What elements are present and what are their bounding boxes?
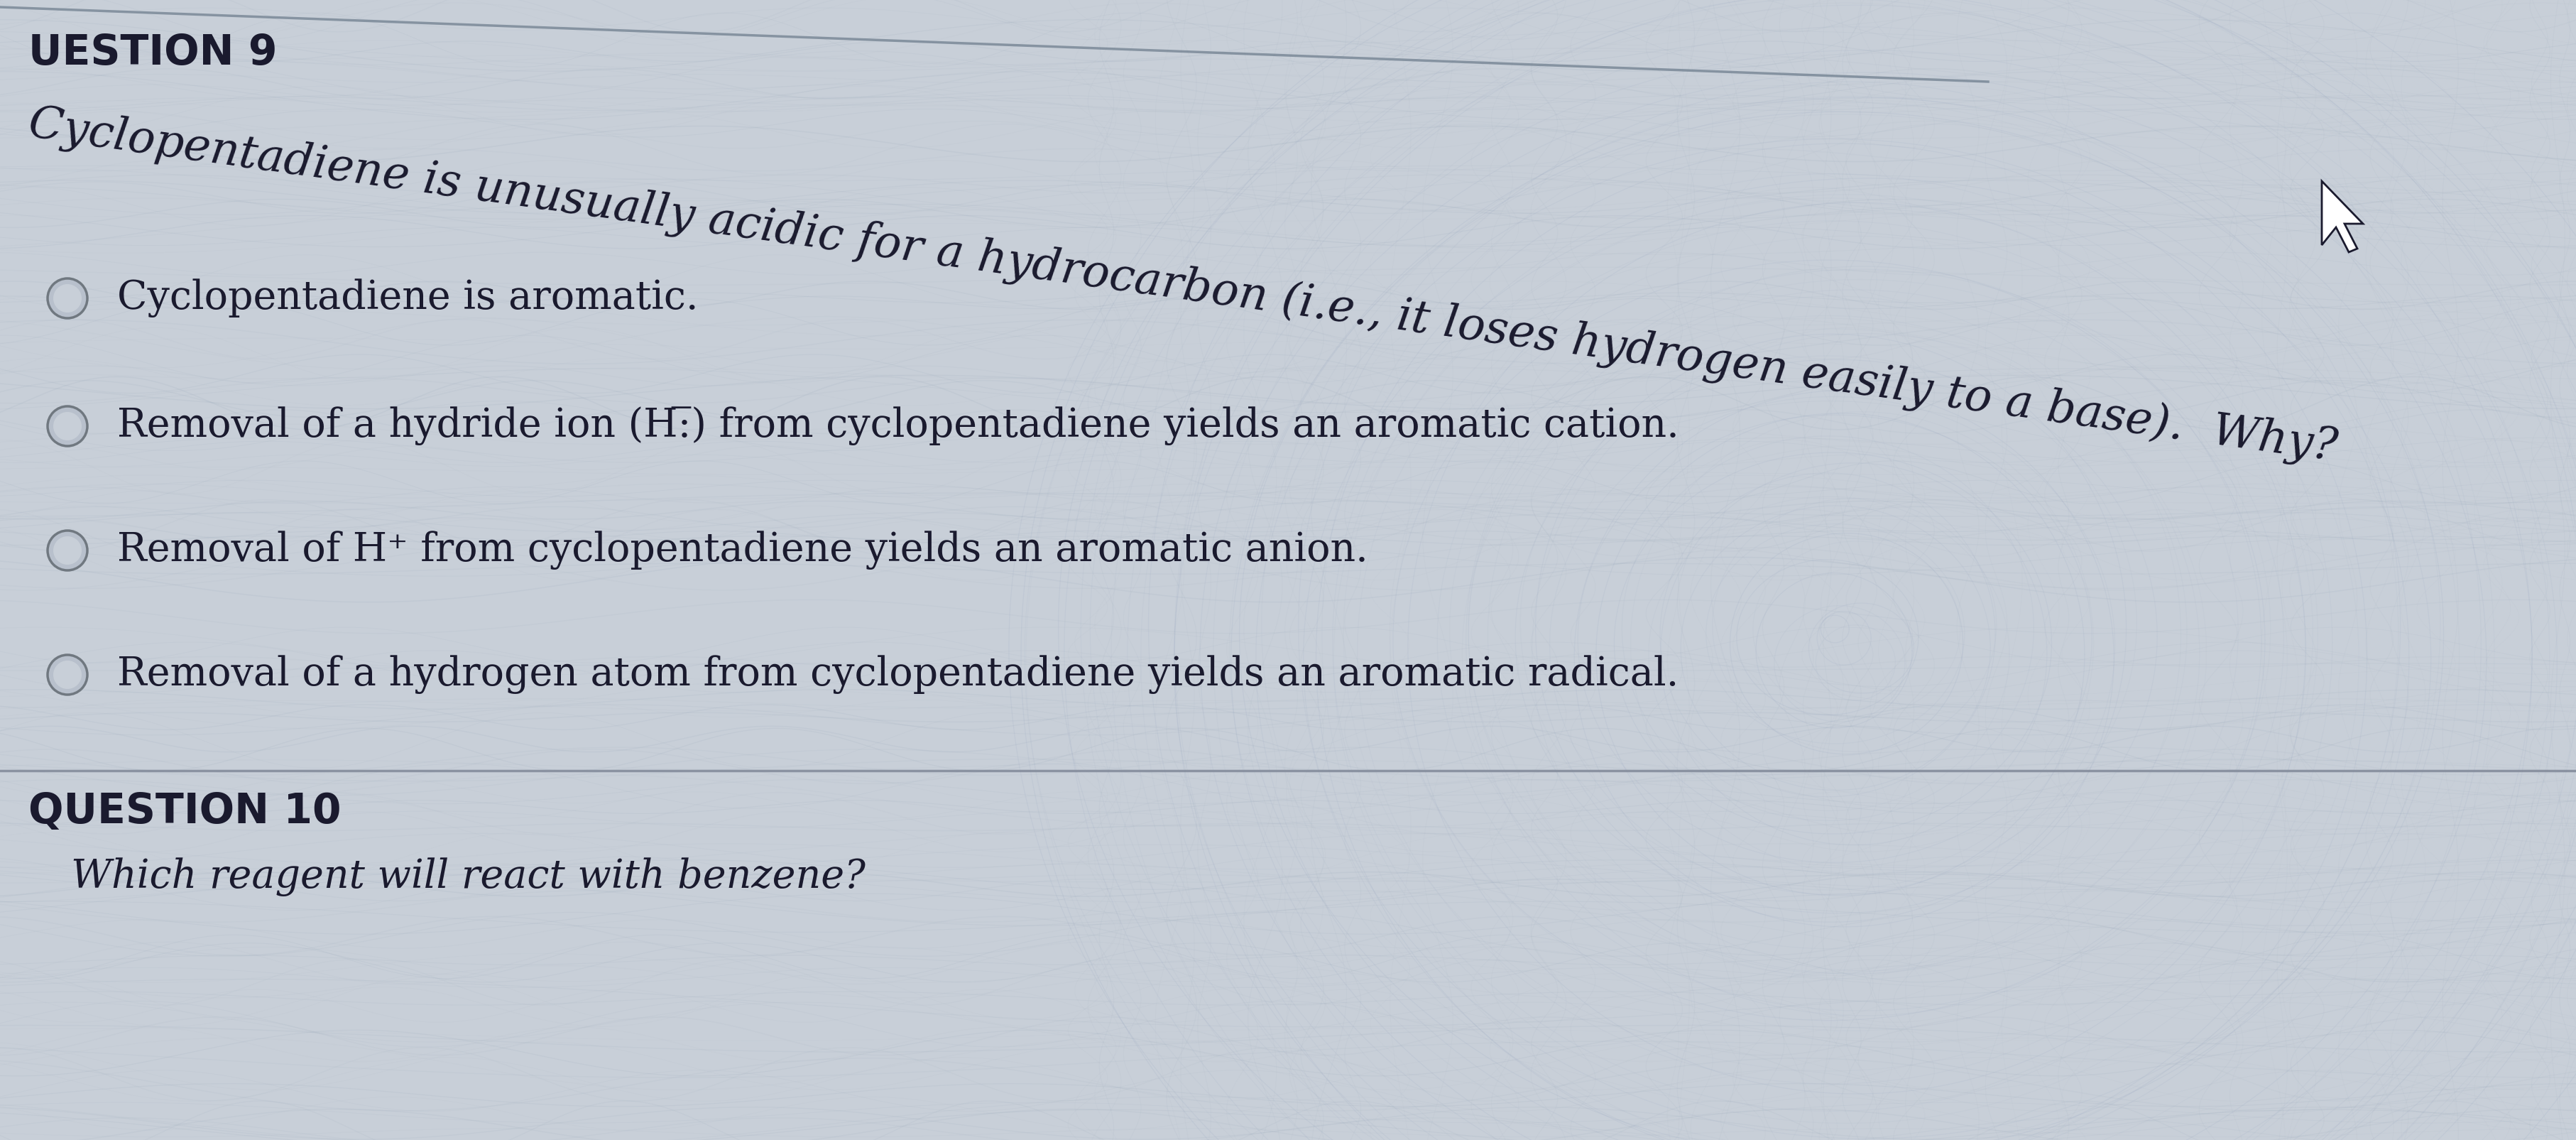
Circle shape	[54, 412, 82, 440]
Text: Cyclopentadiene is aromatic.: Cyclopentadiene is aromatic.	[116, 279, 698, 318]
Text: UESTION 9: UESTION 9	[28, 33, 278, 73]
Text: Which reagent will react with benzene?: Which reagent will react with benzene?	[72, 857, 866, 897]
Circle shape	[54, 660, 82, 689]
Text: Cyclopentadiene is unusually acidic for a hydrocarbon (i.e., it loses hydrogen e: Cyclopentadiene is unusually acidic for …	[26, 103, 2339, 471]
Circle shape	[46, 530, 88, 570]
Text: QUESTION 10: QUESTION 10	[28, 791, 340, 832]
Text: Removal of H⁺ from cyclopentadiene yields an aromatic anion.: Removal of H⁺ from cyclopentadiene yield…	[116, 531, 1368, 570]
Circle shape	[46, 654, 88, 694]
Polygon shape	[2321, 181, 2362, 252]
Text: Removal of a hydride ion (H:̅) from cyclopentadiene yields an aromatic cation.: Removal of a hydride ion (H:̅) from cycl…	[116, 407, 1680, 446]
Circle shape	[54, 284, 82, 312]
Circle shape	[54, 536, 82, 564]
Circle shape	[46, 278, 88, 318]
Circle shape	[46, 406, 88, 446]
Text: Removal of a hydrogen atom from cyclopentadiene yields an aromatic radical.: Removal of a hydrogen atom from cyclopen…	[116, 655, 1680, 694]
